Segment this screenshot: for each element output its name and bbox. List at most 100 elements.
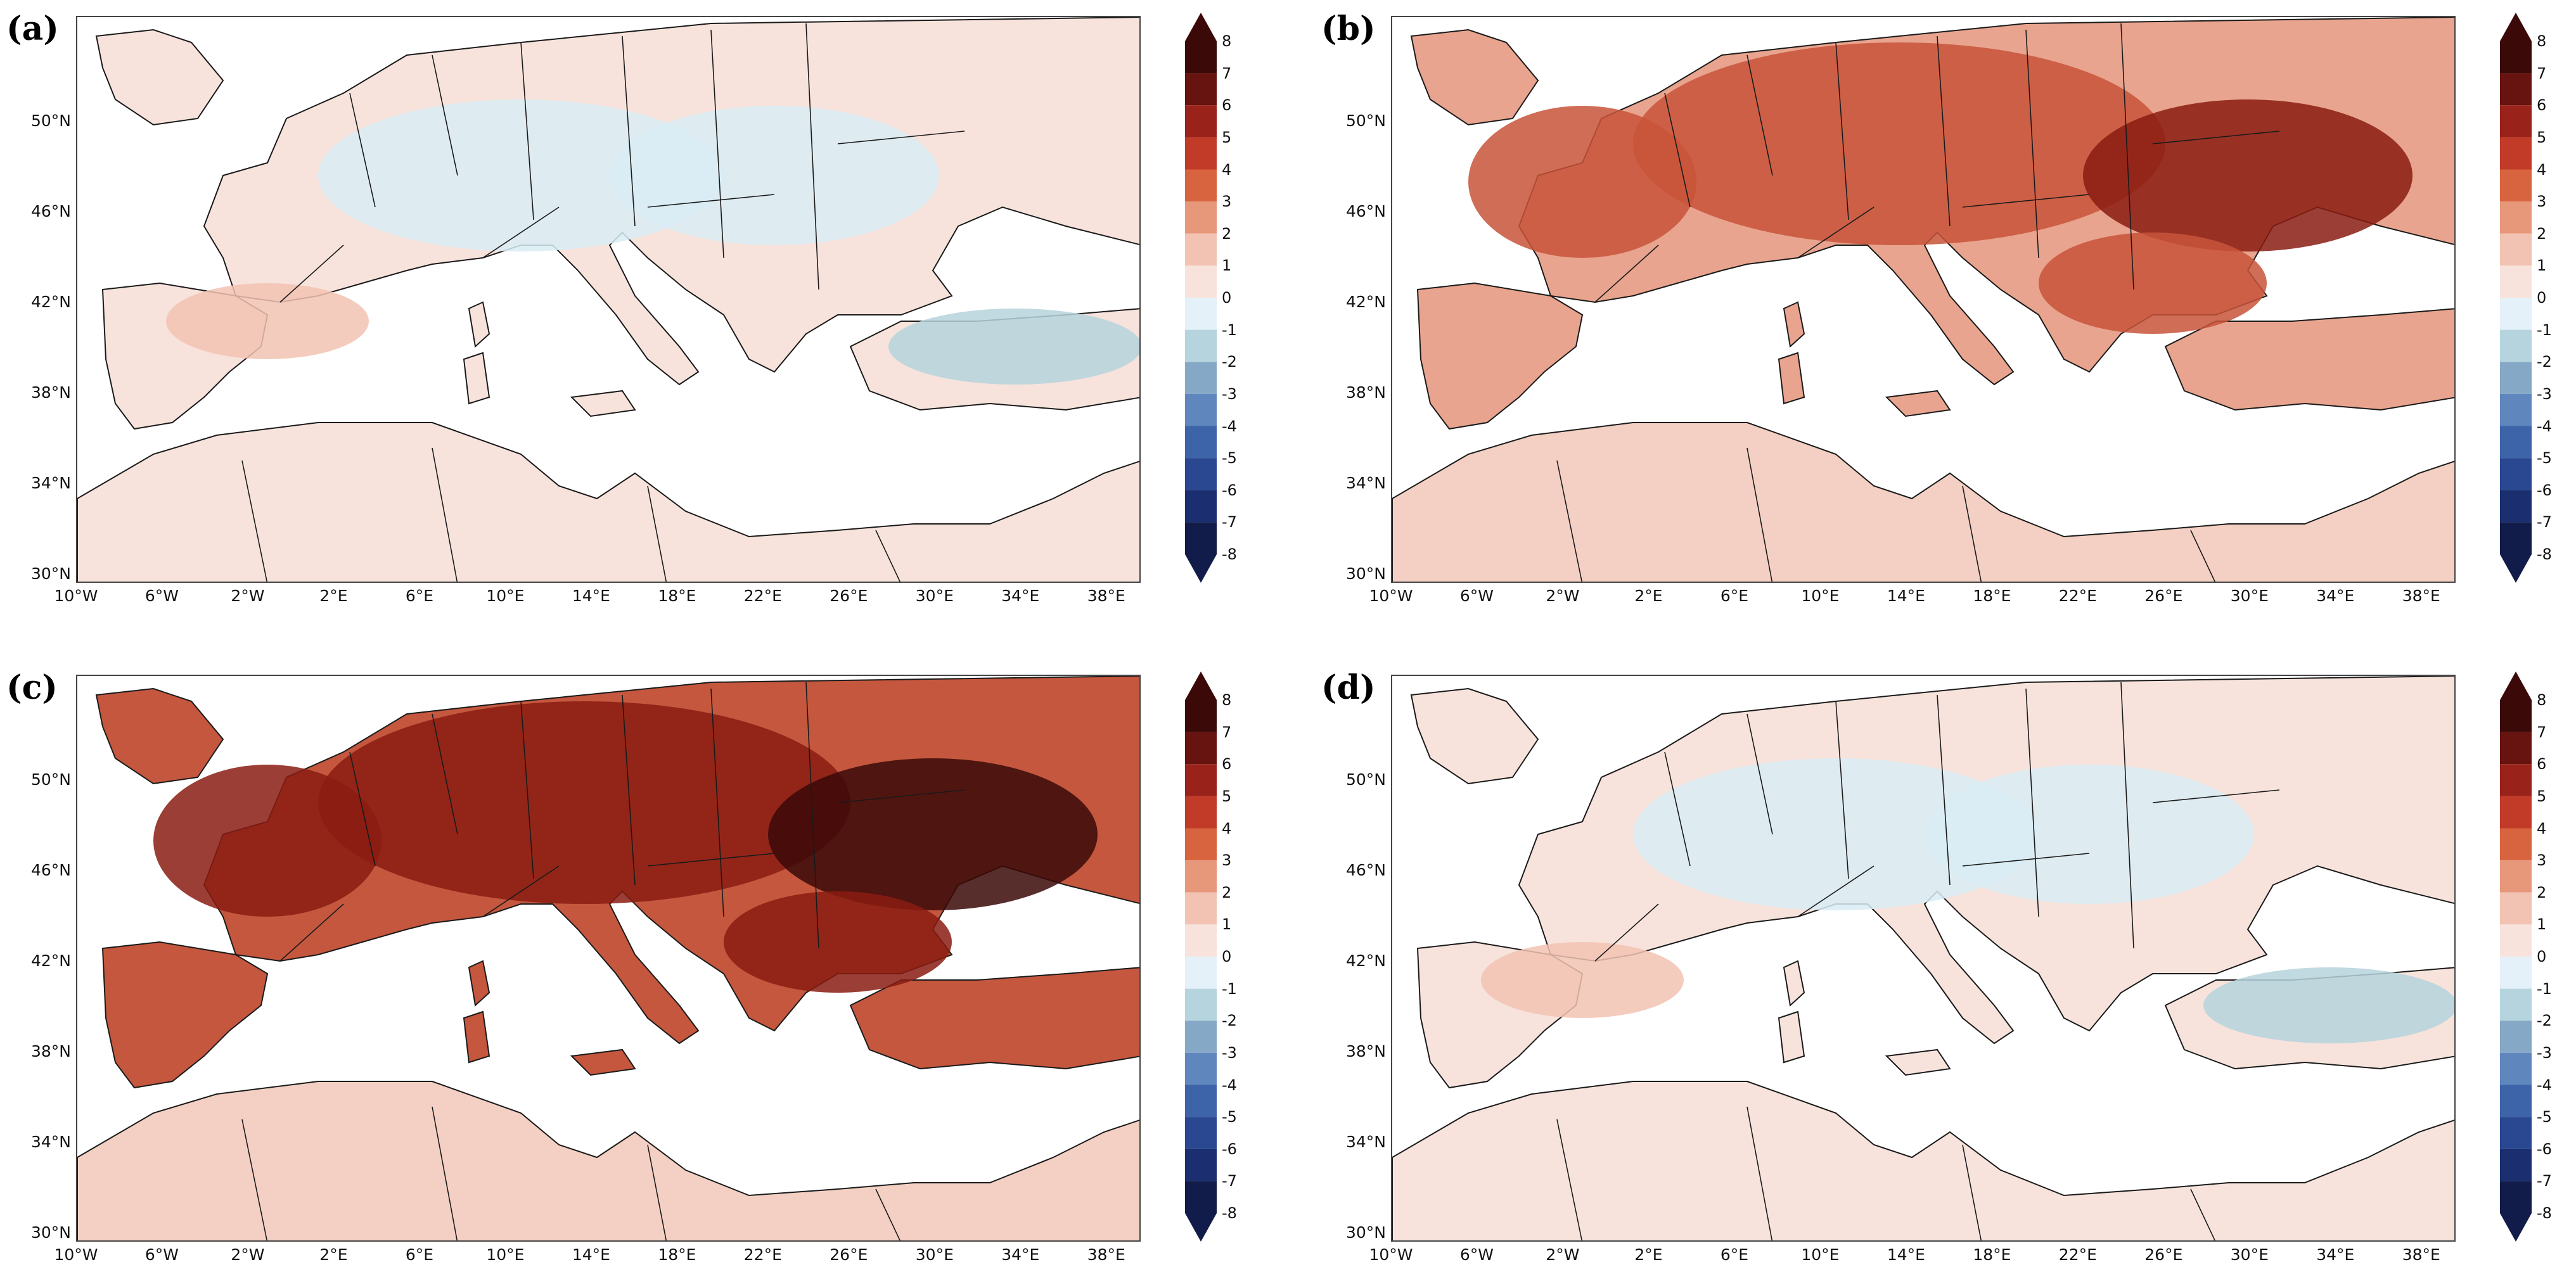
- lat-tick-label: 46°N: [1345, 202, 1386, 220]
- lat-tick-label: 46°N: [30, 202, 71, 220]
- land-corsica: [1783, 301, 1805, 348]
- country-border: [482, 865, 560, 917]
- colorbar-svg: [2500, 13, 2532, 583]
- colorbar-tick-label: 3: [1222, 851, 1232, 870]
- colorbar-tick-label: -1: [2537, 979, 2552, 998]
- country-border: [805, 23, 819, 290]
- colorbar-tick-label: -4: [1222, 417, 1237, 435]
- anomaly-region: [1481, 942, 1684, 1018]
- lon-tick-label: 10°W: [54, 587, 98, 605]
- colorbar-tick-label: -5: [2537, 449, 2552, 468]
- country-border: [1594, 903, 1659, 962]
- country-border: [1797, 865, 1874, 917]
- country-border: [1594, 245, 1659, 303]
- anomaly-region: [2203, 967, 2454, 1043]
- land-africa: [77, 422, 1139, 582]
- colorbar-tick-label: -5: [1222, 449, 1237, 468]
- colorbar-svg: [1185, 672, 1217, 1242]
- map-panel-b: (b) 50°N 46°N 42°N 38°N 34°N 30°N 10°W 6°W 2°W 2°E…: [1315, 0, 2576, 608]
- colorbar-segment: [2500, 828, 2532, 861]
- country-border: [647, 485, 667, 582]
- country-border: [2152, 131, 2280, 144]
- map-svg: [1392, 17, 2454, 582]
- colorbar-segment: [2500, 233, 2532, 266]
- country-border: [432, 447, 458, 582]
- land-sardinia: [1778, 1010, 1805, 1064]
- country-border: [622, 694, 636, 886]
- colorbar-segment: [1185, 490, 1217, 523]
- colorbar-tick-label: -7: [2537, 1172, 2552, 1190]
- land-turkey: [849, 967, 1139, 1070]
- land-turkey: [2164, 308, 2454, 411]
- colorbar-segment: [2500, 1149, 2532, 1181]
- country-border: [520, 701, 534, 879]
- map-area: [76, 16, 1141, 583]
- colorbar-tick-label: 6: [1222, 755, 1232, 774]
- anomaly-region: [724, 891, 952, 993]
- lat-tick-label: 34°N: [30, 1133, 71, 1151]
- lon-tick-label: 10°E: [486, 1245, 525, 1264]
- lon-tick-label: 30°E: [915, 587, 954, 605]
- panel-label: (a): [6, 10, 59, 48]
- colorbar-segment: [1185, 137, 1217, 170]
- country-border: [2190, 530, 2216, 582]
- country-border: [1746, 447, 1773, 582]
- colorbar-tick-label: 7: [1222, 723, 1232, 741]
- colorbar-segment: [1185, 73, 1217, 106]
- colorbar-segment: [1185, 796, 1217, 829]
- anomaly-region: [318, 701, 850, 904]
- land-uk: [95, 29, 224, 126]
- country-border: [710, 688, 724, 917]
- colorbar: 8 7 6 5 4 3 2 1 0 -1 -2 -3 -4 -5 -6 -7 -8: [1185, 13, 1255, 583]
- lat-tick-label: 42°N: [30, 952, 71, 970]
- colorbar-segment: [2500, 892, 2532, 925]
- colorbar-segment: [1185, 860, 1217, 893]
- colorbar-segment: [1185, 1117, 1217, 1149]
- country-border: [349, 92, 376, 208]
- colorbar-segment: [1185, 1052, 1217, 1085]
- lon-tick-label: 6°E: [1720, 1245, 1749, 1264]
- colorbar-segment: [2500, 522, 2532, 554]
- colorbar-tick-label: 7: [2537, 723, 2547, 741]
- land-sicily: [570, 1048, 636, 1076]
- country-border: [1962, 1144, 1982, 1240]
- country-border: [1835, 701, 1849, 879]
- country-border: [622, 35, 636, 227]
- colorbar-segment: [1185, 169, 1217, 202]
- anomaly-region: [610, 106, 939, 245]
- lon-tick-label: 38°E: [2402, 1245, 2440, 1264]
- colorbar-segment: [1185, 1085, 1217, 1117]
- lat-tick-label: 46°N: [1345, 861, 1386, 879]
- colorbar-segment: [1185, 1149, 1217, 1181]
- colorbar-segment: [1185, 201, 1217, 234]
- lon-tick-label: 18°E: [658, 587, 696, 605]
- panel-label: (c): [6, 668, 58, 707]
- lat-tick-label: 42°N: [1345, 293, 1386, 311]
- land-corsica: [1783, 960, 1805, 1007]
- colorbar-tick-label: 5: [1222, 128, 1232, 146]
- lat-tick-label: 30°N: [30, 564, 71, 583]
- lat-tick-label: 50°N: [30, 111, 71, 130]
- lat-tick-label: 30°N: [1345, 1223, 1386, 1242]
- colorbar-segment: [1185, 265, 1217, 298]
- colorbar-tick-label: 0: [1222, 948, 1232, 965]
- colorbar-segment: [1185, 426, 1217, 459]
- colorbar-extend-max: [1185, 13, 1217, 41]
- colorbar-segment: [2500, 700, 2532, 732]
- colorbar-segment: [1185, 764, 1217, 796]
- lat-tick-label: 30°N: [30, 1223, 71, 1242]
- lat-tick-label: 38°N: [1345, 1042, 1386, 1060]
- map-svg: [77, 676, 1139, 1240]
- colorbar-segment: [1185, 828, 1217, 861]
- lon-tick-label: 10°E: [1801, 587, 1840, 605]
- colorbar-segment: [1185, 732, 1217, 765]
- colorbar-segment: [1185, 105, 1217, 137]
- lon-tick-label: 26°E: [830, 1245, 868, 1264]
- lon-tick-label: 10°E: [486, 587, 525, 605]
- country-border: [875, 530, 901, 582]
- lat-tick-label: 42°N: [30, 293, 71, 311]
- colorbar-tick-label: 6: [2537, 96, 2547, 115]
- country-border: [1556, 460, 1582, 582]
- colorbar-tick-label: -6: [2537, 481, 2552, 499]
- colorbar-tick-label: -1: [1222, 321, 1237, 339]
